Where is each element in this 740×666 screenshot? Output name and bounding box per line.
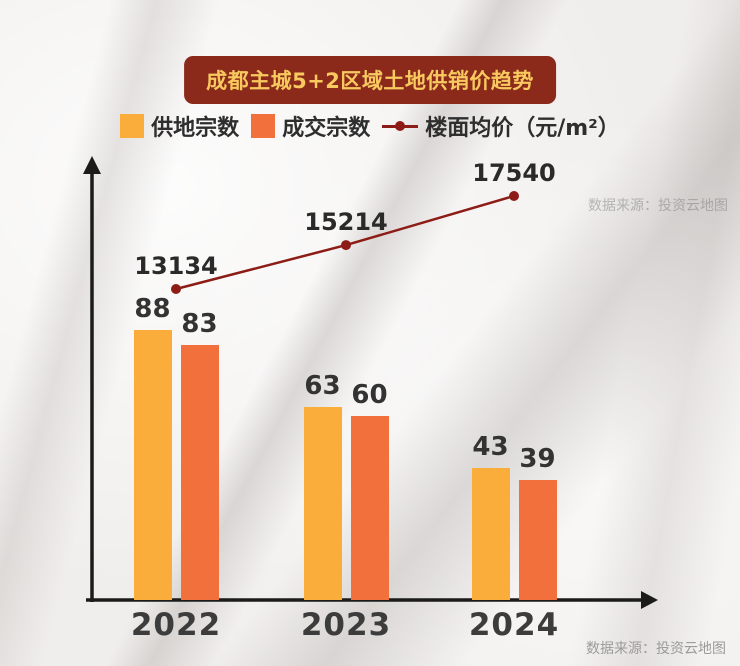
- trend-point: [171, 284, 181, 294]
- bar-series2-2023: [350, 416, 389, 600]
- x-axis-label-2024: 2024: [468, 607, 560, 643]
- bar-series1-2022: [133, 330, 172, 600]
- line-value-label: 15214: [304, 208, 388, 237]
- source-text: 数据来源：投资云地图: [586, 641, 726, 657]
- bar-value-label: 39: [519, 444, 556, 474]
- bar-value-label: 63: [304, 371, 341, 401]
- legend: 供地宗数 成交宗数 楼面均价（元/m²）: [0, 110, 740, 142]
- legend-swatch-icon: [120, 114, 145, 138]
- bar-series2-2024: [518, 480, 557, 600]
- legend-item-1: 成交宗数: [251, 110, 370, 142]
- bar-value-label: 88: [134, 294, 171, 324]
- bar-value-label: 83: [181, 309, 218, 339]
- legend-swatch-icon: [251, 114, 276, 138]
- bar-value-label: 60: [351, 380, 388, 410]
- bar-series1-2023: [303, 407, 342, 600]
- trend-point: [509, 191, 519, 201]
- bar-series2-2022: [180, 345, 219, 600]
- watermark-text: 数据来源：投资云地图: [588, 198, 728, 214]
- line-value-label: 17540: [472, 159, 556, 187]
- x-axis-arrow-icon: [641, 591, 658, 609]
- x-axis-label-2022: 2022: [130, 607, 222, 643]
- legend-line-dot-icon: [382, 124, 419, 128]
- bar-value-label: 43: [472, 432, 509, 462]
- x-axis-label-2023: 2023: [300, 607, 392, 643]
- trend-point: [341, 240, 351, 251]
- legend-label: 供地宗数: [151, 116, 240, 141]
- legend-item-2: 楼面均价（元/m²）: [382, 110, 620, 142]
- line-value-label: 13134: [134, 252, 218, 280]
- chart-title: 成都主城5+2区域土地供销价趋势: [184, 56, 556, 104]
- y-axis-arrow-icon: [83, 156, 101, 174]
- legend-label: 成交宗数: [282, 116, 371, 141]
- legend-label: 楼面均价（元/m²）: [425, 116, 620, 141]
- bar-series1-2024: [471, 468, 510, 600]
- legend-item-0: 供地宗数: [120, 110, 239, 142]
